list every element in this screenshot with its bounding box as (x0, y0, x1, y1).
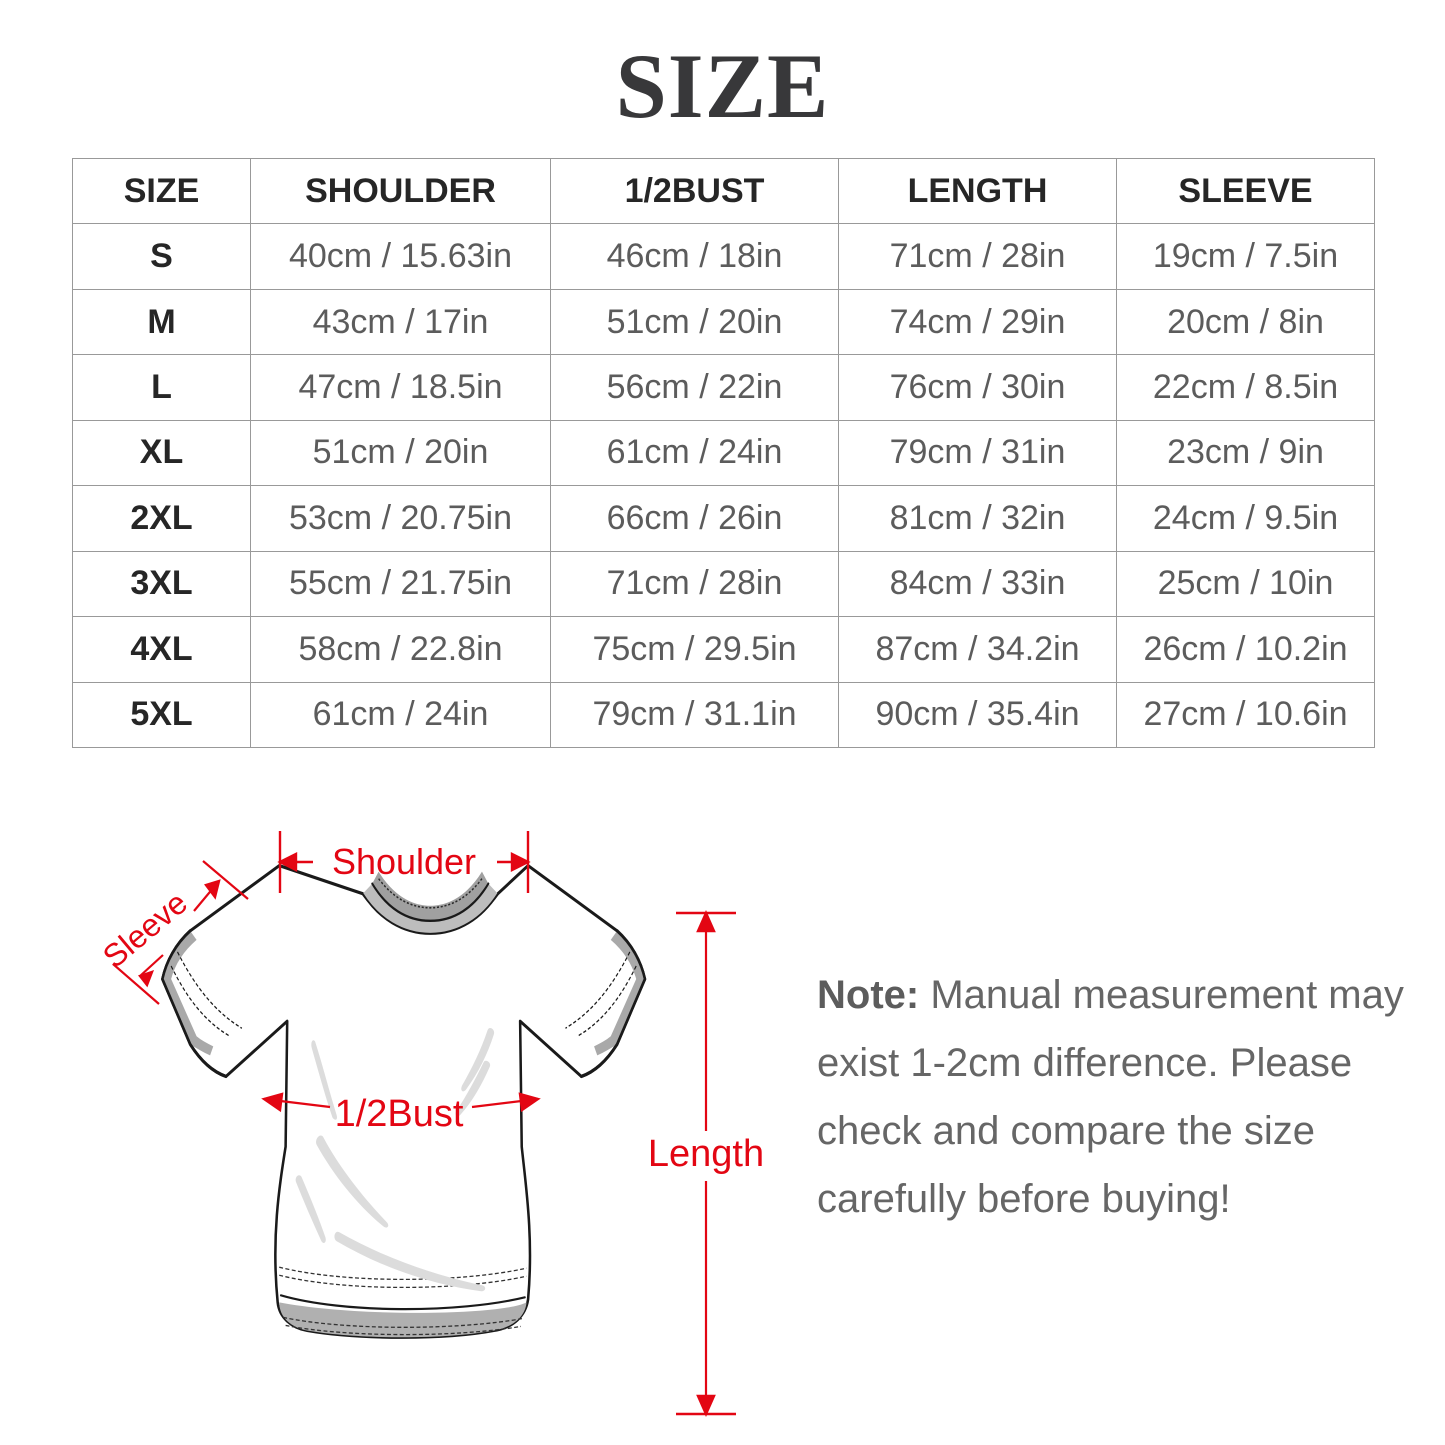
svg-text:1/2Bust: 1/2Bust (335, 1093, 464, 1135)
svg-text:Shoulder: Shoulder (332, 841, 476, 882)
svg-text:exist 1-2cm difference. Please: exist 1-2cm difference. Please (817, 1041, 1352, 1085)
svg-text:check and compare the size: check and compare the size (817, 1109, 1315, 1153)
svg-text:Length: Length (648, 1133, 764, 1175)
svg-text:Note: Manual measurement may: Note: Manual measurement may (817, 973, 1404, 1017)
svg-text:carefully before buying!: carefully before buying! (817, 1177, 1231, 1221)
